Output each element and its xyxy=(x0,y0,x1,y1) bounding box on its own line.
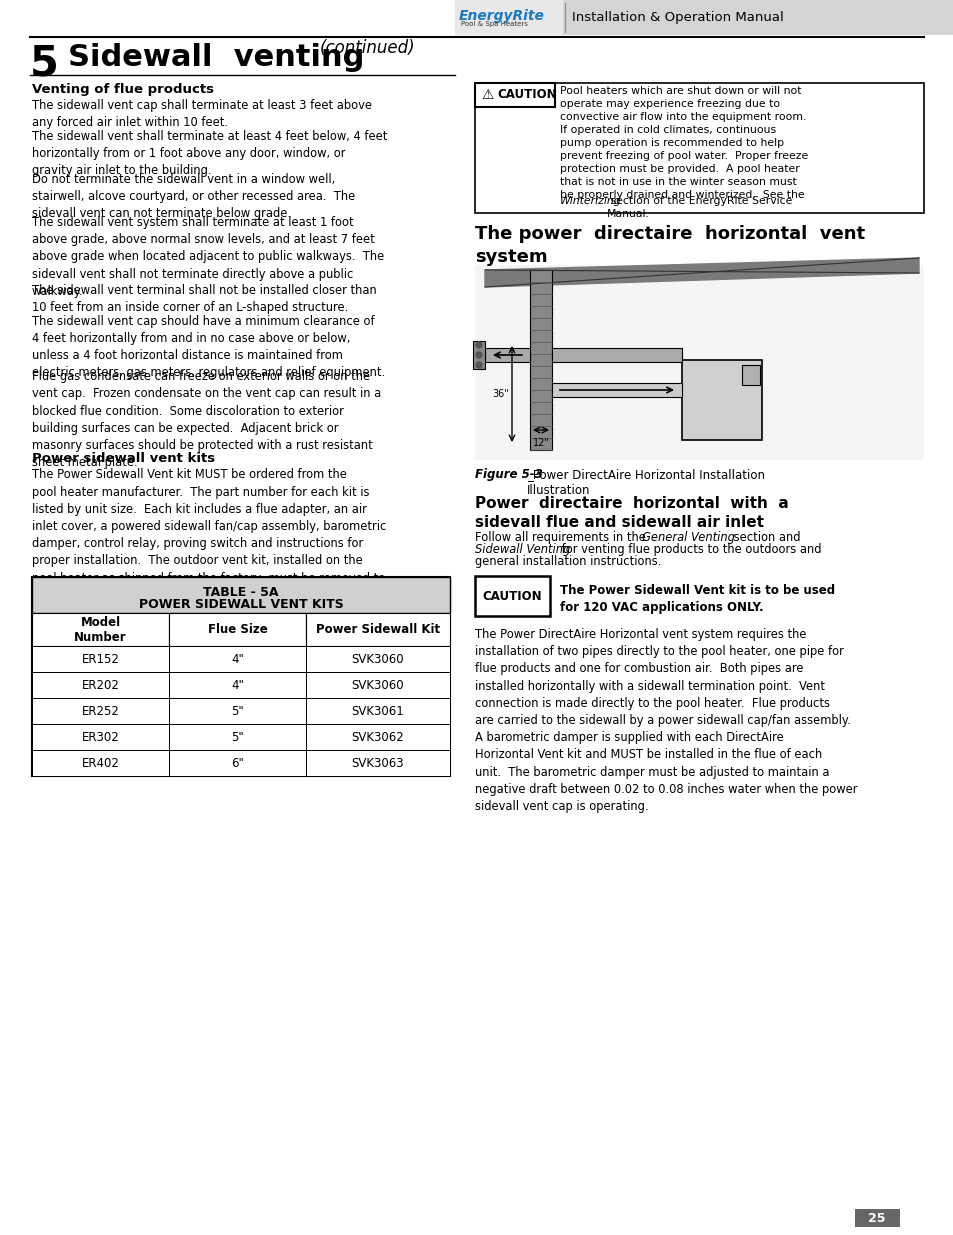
Text: _Power DirectAire Horizontal Installation
Illustration: _Power DirectAire Horizontal Installatio… xyxy=(526,468,764,498)
Bar xyxy=(552,348,681,362)
Text: 12": 12" xyxy=(532,438,549,448)
Text: The Power DirectAire Horizontal vent system requires the
installation of two pip: The Power DirectAire Horizontal vent sys… xyxy=(475,629,857,813)
Text: Flue Size: Flue Size xyxy=(208,624,267,636)
Text: CAUTION: CAUTION xyxy=(497,89,556,101)
Bar xyxy=(455,0,953,35)
Text: Power  directaire  horizontal  with  a
sidevall flue and sidewall air inlet: Power directaire horizontal with a sidev… xyxy=(475,496,788,530)
Bar xyxy=(32,578,450,614)
Text: Sidewall  venting: Sidewall venting xyxy=(68,43,364,72)
Bar xyxy=(306,672,450,698)
Text: ⚠: ⚠ xyxy=(480,88,493,103)
Bar xyxy=(32,751,169,777)
Bar xyxy=(32,725,169,751)
Text: Follow all requirements in the: Follow all requirements in the xyxy=(475,531,649,543)
Bar xyxy=(306,751,450,777)
Text: Pool heaters which are shut down or will not
operate may experience freezing due: Pool heaters which are shut down or will… xyxy=(559,86,807,200)
Text: ER152: ER152 xyxy=(81,653,119,666)
Bar xyxy=(473,341,484,369)
Text: TABLE - 5A: TABLE - 5A xyxy=(203,587,278,599)
Bar xyxy=(475,266,923,459)
Text: Flue gas condensate can freeze on exterior walls or on the
vent cap.  Frozen con: Flue gas condensate can freeze on exteri… xyxy=(32,370,381,469)
Bar xyxy=(32,672,169,698)
Text: The sidewall vent system shall terminate at least 1 foot
above grade, above norm: The sidewall vent system shall terminate… xyxy=(32,216,384,298)
Bar xyxy=(32,614,169,646)
Text: 36": 36" xyxy=(492,389,509,399)
Text: Power sidewall vent kits: Power sidewall vent kits xyxy=(32,452,214,466)
Text: ER202: ER202 xyxy=(81,679,119,692)
Text: The sidewall vent cap should have a minimum clearance of
4 feet horizontally fro: The sidewall vent cap should have a mini… xyxy=(32,315,385,379)
Bar xyxy=(169,751,306,777)
Bar xyxy=(306,646,450,672)
Text: SVK3060: SVK3060 xyxy=(352,653,404,666)
Text: section of the EnergyRite Service
Manual.: section of the EnergyRite Service Manual… xyxy=(606,196,792,219)
Text: POWER SIDEWALL VENT KITS: POWER SIDEWALL VENT KITS xyxy=(138,599,343,611)
Text: ER402: ER402 xyxy=(81,757,119,769)
Bar xyxy=(475,83,923,212)
Bar xyxy=(32,646,169,672)
Text: 25: 25 xyxy=(867,1212,884,1224)
Text: Installation & Operation Manual: Installation & Operation Manual xyxy=(572,11,783,23)
Text: The sidewall vent terminal shall not be installed closer than
10 feet from an in: The sidewall vent terminal shall not be … xyxy=(32,284,376,314)
Bar xyxy=(484,348,530,362)
Text: Power Sidewall Kit: Power Sidewall Kit xyxy=(315,624,439,636)
Bar xyxy=(32,614,450,646)
Bar xyxy=(306,614,450,646)
Bar xyxy=(475,576,550,616)
Text: Figure 5-3: Figure 5-3 xyxy=(475,468,542,480)
Text: Winterizing: Winterizing xyxy=(559,196,621,206)
Polygon shape xyxy=(484,258,918,287)
Text: 5: 5 xyxy=(30,43,59,85)
Text: The power  directaire  horizontal  vent
system: The power directaire horizontal vent sys… xyxy=(475,225,864,266)
Text: Pool & Spa Heaters: Pool & Spa Heaters xyxy=(460,21,527,27)
Text: EnergyRite: EnergyRite xyxy=(458,9,544,23)
Text: for venting flue products to the outdoors and: for venting flue products to the outdoor… xyxy=(558,543,821,556)
Text: General Venting: General Venting xyxy=(641,531,734,543)
Circle shape xyxy=(476,352,481,358)
Text: SVK3060: SVK3060 xyxy=(352,679,404,692)
Bar xyxy=(530,270,552,450)
Text: section and: section and xyxy=(729,531,800,543)
Text: SVK3063: SVK3063 xyxy=(352,757,404,769)
Text: Model
Number: Model Number xyxy=(74,616,127,643)
Text: Do not terminate the sidewall vent in a window well,
stairwell, alcove courtyard: Do not terminate the sidewall vent in a … xyxy=(32,173,355,220)
Text: The sidewall vent shall terminate at least 4 feet below, 4 feet
horizontally fro: The sidewall vent shall terminate at lea… xyxy=(32,130,387,177)
Text: ER252: ER252 xyxy=(81,705,119,718)
Bar xyxy=(32,698,169,725)
Text: 5": 5" xyxy=(231,731,244,743)
Bar xyxy=(169,725,306,751)
Bar xyxy=(475,83,555,107)
Bar xyxy=(306,725,450,751)
Circle shape xyxy=(476,342,481,348)
Text: SVK3061: SVK3061 xyxy=(352,705,404,718)
Bar xyxy=(306,698,450,725)
Text: Venting of flue products: Venting of flue products xyxy=(32,83,213,96)
Bar xyxy=(854,1209,899,1228)
Text: 5": 5" xyxy=(231,705,244,718)
Bar xyxy=(552,383,681,396)
Text: ER302: ER302 xyxy=(82,731,119,743)
Text: 6": 6" xyxy=(231,757,244,769)
Text: The Power Sidewall Vent kit is to be used
for 120 VAC applications ONLY.: The Power Sidewall Vent kit is to be use… xyxy=(559,584,834,614)
Text: CAUTION: CAUTION xyxy=(482,589,541,603)
Bar xyxy=(169,646,306,672)
Text: (continued): (continued) xyxy=(319,40,416,57)
Text: The sidewall vent cap shall terminate at least 3 feet above
any forced air inlet: The sidewall vent cap shall terminate at… xyxy=(32,99,372,130)
Bar xyxy=(169,614,306,646)
Text: The Power Sidewall Vent kit MUST be ordered from the
pool heater manufacturer.  : The Power Sidewall Vent kit MUST be orde… xyxy=(32,468,386,601)
Text: general installation instructions.: general installation instructions. xyxy=(475,555,660,568)
Bar xyxy=(169,698,306,725)
Text: SVK3062: SVK3062 xyxy=(352,731,404,743)
Bar xyxy=(455,0,562,35)
Text: 4": 4" xyxy=(231,653,244,666)
Bar xyxy=(169,672,306,698)
Text: 4": 4" xyxy=(231,679,244,692)
Text: Sidewall Venting: Sidewall Venting xyxy=(475,543,570,556)
Bar xyxy=(32,578,450,777)
Bar xyxy=(741,366,760,385)
Bar xyxy=(681,359,761,440)
Circle shape xyxy=(476,362,481,368)
